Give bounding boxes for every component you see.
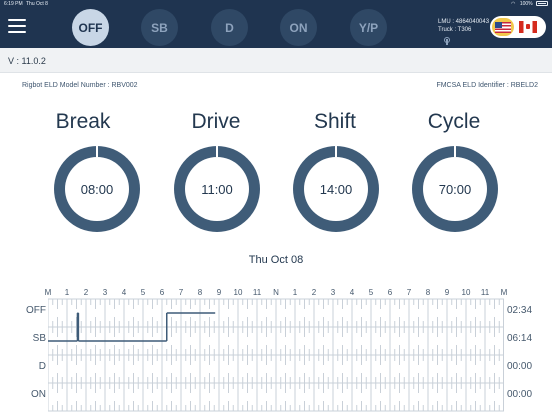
- duty-button-sb[interactable]: SB: [141, 9, 178, 46]
- row-total-on: 00:00: [507, 389, 533, 400]
- break-title: Break: [55, 110, 111, 133]
- duty-status-graph: [48, 298, 504, 412]
- fmcsa-eld-identifier: FMCSA ELD Identifier : RBELD2: [436, 82, 538, 89]
- status-date: Thu Oct 8: [26, 1, 48, 7]
- break-time: 08:00: [65, 157, 129, 221]
- wifi-icon: ◠: [511, 1, 516, 7]
- hour-label: 2: [83, 288, 89, 297]
- menu-icon[interactable]: [8, 19, 26, 33]
- row-total-d: 00:00: [507, 361, 533, 372]
- cycle-title: Cycle: [427, 110, 481, 133]
- status-time: 6:19 PM: [4, 1, 23, 7]
- device-info: LMU : 4864040043 Truck : T306: [438, 18, 489, 34]
- row-total-sb: 06:14: [507, 333, 533, 344]
- hour-label: N: [273, 288, 279, 297]
- break-gauge: 08:00: [54, 146, 140, 232]
- hour-label: M: [500, 288, 508, 297]
- hour-label: 3: [330, 288, 336, 297]
- shift-title: Shift: [313, 110, 357, 133]
- hour-label: 5: [368, 288, 374, 297]
- battery-indicator: ◠ 100%: [511, 1, 548, 7]
- hour-label: 9: [444, 288, 450, 297]
- duty-button-yp[interactable]: Y/P: [350, 9, 387, 46]
- hour-label: 7: [178, 288, 184, 297]
- row-label-on: ON: [31, 389, 46, 400]
- hour-label: 7: [406, 288, 412, 297]
- hour-label: 11: [480, 288, 490, 297]
- language-selector: [490, 16, 546, 38]
- duty-button-off[interactable]: OFF: [72, 9, 109, 46]
- row-label-d: D: [38, 361, 46, 372]
- shift-time: 14:00: [304, 157, 368, 221]
- lmu-id: LMU : 4864040043: [438, 19, 490, 25]
- cycle-time: 70:00: [423, 157, 487, 221]
- row-label-off: OFF: [26, 305, 46, 316]
- row-label-sb: SB: [32, 333, 46, 344]
- hour-label: 1: [292, 288, 298, 297]
- hour-label: 10: [461, 288, 471, 297]
- us-flag-icon: [495, 21, 511, 33]
- hour-label: 11: [252, 288, 262, 297]
- hour-label: 8: [425, 288, 431, 297]
- hour-label: 5: [140, 288, 146, 297]
- shift-gauge: 14:00: [293, 146, 379, 232]
- hour-label: 2: [311, 288, 317, 297]
- eld-model-number: Rigbot ELD Model Number : RBV002: [22, 82, 138, 89]
- row-total-off: 02:34: [507, 305, 533, 316]
- hour-label: 9: [216, 288, 222, 297]
- hour-label: 6: [387, 288, 393, 297]
- antenna-icon: [444, 37, 450, 45]
- cycle-gauge: 70:00: [412, 146, 498, 232]
- top-bar: 6:19 PM Thu Oct 8 ◠ 100% OFF SB D ON Y/P…: [0, 0, 552, 48]
- drive-title: Drive: [191, 110, 241, 133]
- hour-label: M: [44, 288, 52, 297]
- system-status-bar: 6:19 PM Thu Oct 8 ◠ 100%: [0, 0, 552, 9]
- hour-label: 6: [159, 288, 165, 297]
- hour-label: 10: [233, 288, 243, 297]
- hour-label: 4: [121, 288, 127, 297]
- drive-time: 11:00: [185, 157, 249, 221]
- hour-label: 1: [64, 288, 70, 297]
- canada-flag-icon[interactable]: [519, 21, 537, 33]
- hour-label: 3: [102, 288, 108, 297]
- us-flag-button[interactable]: [492, 18, 514, 36]
- version-bar: V : 11.0.2: [0, 48, 552, 73]
- duty-button-d[interactable]: D: [211, 9, 248, 46]
- log-date: Thu Oct 08: [248, 254, 304, 266]
- hour-label: 4: [349, 288, 355, 297]
- battery-percent: 100%: [519, 1, 533, 7]
- duty-button-on[interactable]: ON: [280, 9, 317, 46]
- truck-id: Truck : T306: [438, 27, 472, 33]
- battery-icon: [536, 1, 548, 6]
- hour-label: 8: [197, 288, 203, 297]
- drive-gauge: 11:00: [174, 146, 260, 232]
- app-version: V : 11.0.2: [8, 56, 46, 66]
